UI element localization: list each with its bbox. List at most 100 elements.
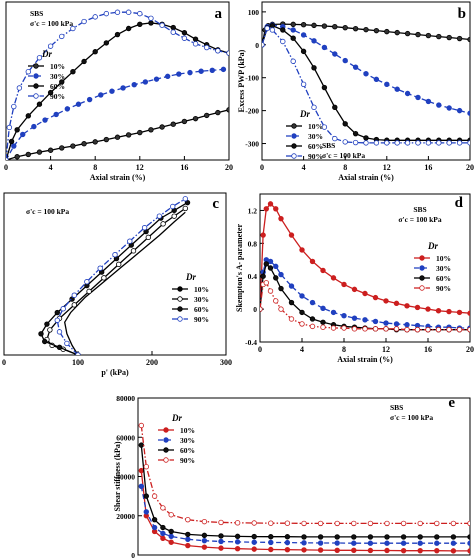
data-point — [181, 118, 188, 125]
data-point — [218, 533, 224, 539]
data-point — [467, 140, 470, 146]
series-10pct — [262, 21, 470, 48]
data-point — [220, 66, 227, 73]
series-60pct — [262, 23, 470, 143]
data-point — [92, 49, 98, 55]
data-point — [288, 316, 295, 322]
data-point — [332, 51, 338, 57]
series-90pct — [260, 280, 470, 333]
data-point — [59, 33, 65, 40]
data-point — [148, 127, 154, 133]
data-point — [141, 225, 148, 231]
data-point — [109, 88, 115, 94]
series-90pct — [6, 9, 229, 160]
data-point — [97, 265, 103, 271]
y-tick-label: 0 — [255, 41, 259, 50]
data-point — [384, 520, 390, 527]
data-point — [36, 55, 43, 61]
x-tick-label: 16 — [424, 345, 432, 354]
data-point — [226, 107, 229, 113]
data-point — [226, 50, 229, 56]
data-point — [145, 234, 151, 241]
y-tick-label: -200 — [245, 107, 259, 116]
data-point — [170, 29, 176, 35]
legend-label: 30% — [194, 295, 209, 304]
x-tick-label: 16 — [180, 163, 188, 172]
data-point — [373, 140, 380, 146]
data-point — [209, 67, 215, 74]
data-point — [278, 306, 284, 312]
legend-swatch-marker — [419, 275, 425, 281]
data-point — [92, 139, 98, 145]
data-point — [450, 548, 457, 554]
data-point — [467, 310, 470, 316]
legend-swatch-marker — [163, 447, 169, 453]
data-point — [75, 352, 81, 355]
data-point — [11, 143, 17, 149]
panel-letter: c — [212, 196, 219, 212]
data-point — [288, 232, 295, 238]
data-point — [321, 44, 328, 51]
data-point — [182, 196, 188, 202]
series-line — [6, 22, 229, 160]
data-point — [404, 322, 410, 328]
panel-letter: e — [448, 395, 455, 411]
legend-label: 90% — [194, 315, 209, 324]
data-point — [415, 94, 421, 101]
data-point — [148, 15, 154, 21]
data-point — [417, 520, 423, 527]
data-point — [268, 546, 274, 553]
data-point — [14, 127, 20, 133]
data-point — [138, 442, 145, 448]
legend-label: 90% — [180, 456, 195, 465]
data-point — [367, 540, 374, 546]
data-point — [251, 533, 257, 540]
data-point — [373, 76, 380, 83]
data-point — [38, 331, 44, 337]
data-point — [456, 35, 463, 42]
x-tick-label: 300 — [220, 358, 232, 367]
data-point — [159, 124, 165, 130]
series-30pct — [138, 483, 470, 546]
data-point — [309, 323, 316, 330]
legend-swatch-marker — [177, 286, 183, 292]
x-tick-label: 4 — [49, 163, 53, 172]
y-tick-label: -100 — [245, 74, 259, 83]
data-point — [290, 21, 296, 28]
data-point — [467, 540, 470, 546]
data-point — [278, 285, 284, 292]
data-point — [362, 290, 368, 297]
data-point — [170, 203, 176, 210]
data-point — [456, 326, 463, 333]
legend-label: 60% — [308, 142, 323, 151]
data-point — [170, 121, 176, 127]
data-point — [70, 25, 76, 32]
data-point — [342, 121, 348, 127]
data-point — [321, 124, 328, 130]
data-point — [25, 69, 31, 75]
data-point — [363, 135, 369, 141]
data-point — [367, 534, 374, 540]
data-point — [384, 28, 390, 35]
data-point — [170, 24, 176, 31]
data-point — [384, 140, 390, 146]
data-point — [278, 215, 284, 222]
legend-label: 10% — [194, 285, 209, 294]
data-point — [352, 139, 359, 146]
data-point — [367, 520, 374, 527]
data-point — [450, 520, 457, 527]
legend-label: 10% — [308, 122, 323, 131]
data-point — [332, 135, 338, 142]
data-point — [330, 309, 337, 316]
data-point — [198, 68, 204, 74]
panel-b: 0 4 8 12 16 20 100 0 -100 -200 -300 Axial strain (%… — [237, 1, 474, 182]
data-point — [334, 547, 340, 553]
data-point — [138, 422, 145, 429]
data-point — [137, 129, 143, 136]
data-point — [201, 537, 208, 544]
data-point — [383, 320, 389, 326]
y-tick-label: 80000 — [116, 394, 135, 403]
data-point — [334, 540, 340, 546]
data-point — [284, 539, 291, 546]
data-point — [341, 312, 347, 319]
